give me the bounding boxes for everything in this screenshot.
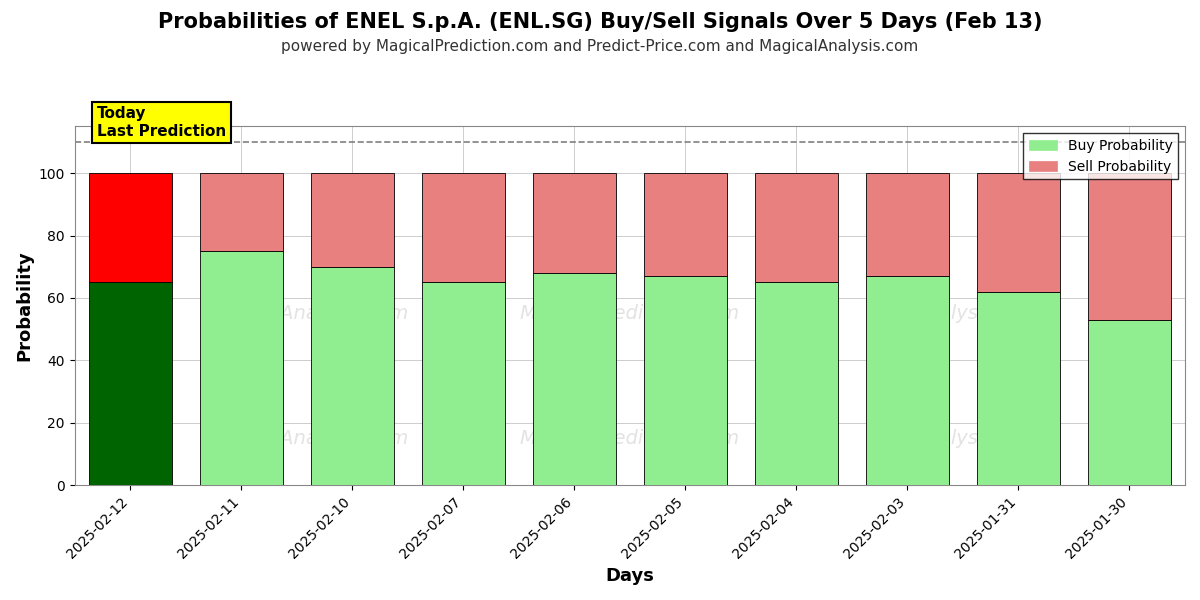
Bar: [311, 173, 394, 267]
Text: calAnalysis.com: calAnalysis.com: [884, 304, 1042, 323]
Bar: [199, 173, 283, 251]
Bar: [311, 267, 394, 485]
Bar: [865, 276, 949, 485]
Bar: [421, 173, 505, 283]
Y-axis label: Probability: Probability: [16, 250, 34, 361]
X-axis label: Days: Days: [605, 567, 654, 585]
Text: powered by MagicalPrediction.com and Predict-Price.com and MagicalAnalysis.com: powered by MagicalPrediction.com and Pre…: [281, 39, 919, 54]
Bar: [977, 292, 1060, 485]
Legend: Buy Probability, Sell Probability: Buy Probability, Sell Probability: [1024, 133, 1178, 179]
Text: MagicalPrediction.com: MagicalPrediction.com: [520, 429, 740, 448]
Bar: [89, 283, 172, 485]
Bar: [643, 276, 727, 485]
Text: Probabilities of ENEL S.p.A. (ENL.SG) Buy/Sell Signals Over 5 Days (Feb 13): Probabilities of ENEL S.p.A. (ENL.SG) Bu…: [157, 12, 1043, 32]
Text: calAnalysis.com: calAnalysis.com: [252, 429, 408, 448]
Bar: [421, 283, 505, 485]
Bar: [755, 173, 838, 283]
Bar: [643, 173, 727, 276]
Bar: [1088, 320, 1171, 485]
Bar: [533, 273, 616, 485]
Text: calAnalysis.com: calAnalysis.com: [252, 304, 408, 323]
Bar: [755, 283, 838, 485]
Bar: [1088, 173, 1171, 320]
Bar: [533, 173, 616, 273]
Text: calAnalysis.com: calAnalysis.com: [884, 429, 1042, 448]
Bar: [977, 173, 1060, 292]
Text: Today
Last Prediction: Today Last Prediction: [97, 106, 226, 139]
Text: MagicalPrediction.com: MagicalPrediction.com: [520, 304, 740, 323]
Bar: [199, 251, 283, 485]
Bar: [865, 173, 949, 276]
Bar: [89, 173, 172, 283]
